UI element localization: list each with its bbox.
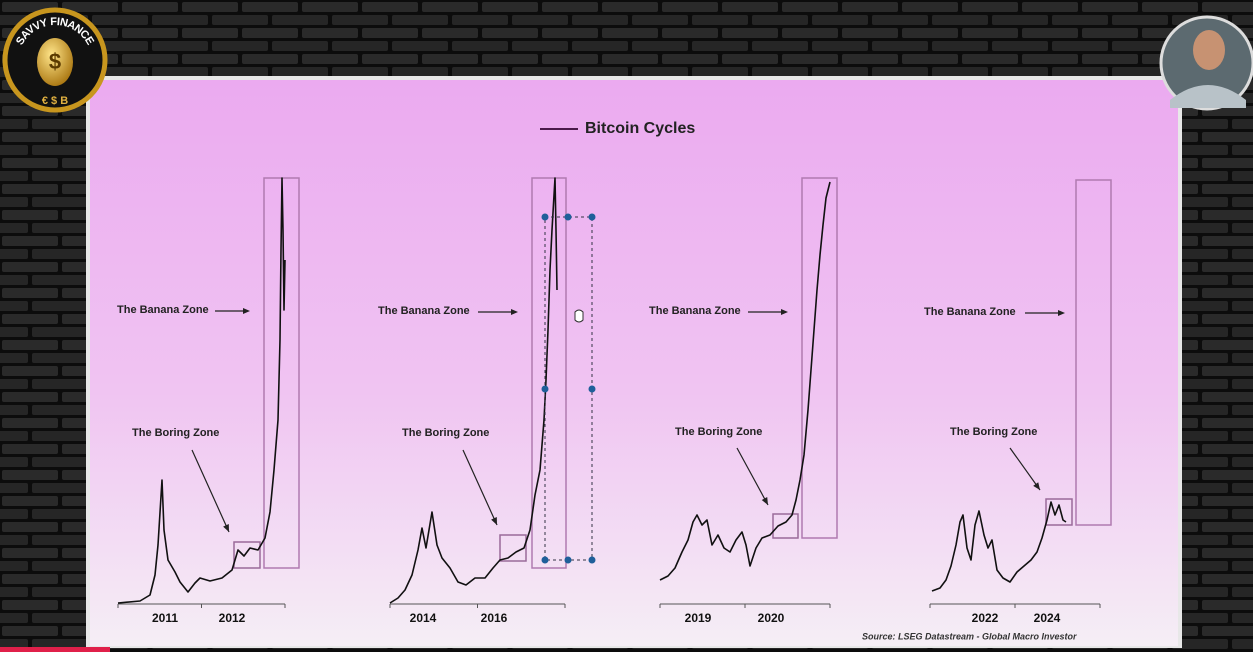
banana-zone-label: The Banana Zone (378, 305, 470, 317)
banana-zone-label: The Banana Zone (924, 306, 1016, 318)
panels: The Banana Zone The Boring Zone 2011 2012 Th… (117, 177, 1112, 625)
logo-coin (37, 38, 73, 86)
logo-center: $ (49, 49, 61, 74)
x-tick-label: 2012 (219, 611, 246, 625)
boring-zone-box (1045, 498, 1073, 526)
x-tick-label: 2024 (1034, 611, 1061, 625)
boring-arrow (1009, 447, 1041, 491)
selection-handles (541, 213, 596, 564)
banana-zone-box (1075, 179, 1112, 526)
banana-arrowhead (1058, 310, 1065, 316)
banana-zone-label: The Banana Zone (117, 304, 209, 316)
x-tick-label: 2011 (152, 611, 178, 625)
selection (541, 213, 596, 564)
boring-arrowhead (491, 517, 497, 525)
price-line (117, 177, 286, 604)
logo-symbols: € $ B (42, 95, 68, 107)
avatar (1159, 15, 1253, 111)
boring-arrowhead (1033, 482, 1040, 490)
price-line (389, 177, 558, 604)
banana-zone-box (801, 177, 838, 539)
boring-zone-box (499, 534, 527, 562)
boring-zone-label: The Boring Zone (132, 427, 219, 439)
banana-arrowhead (781, 309, 788, 315)
logo: SAVVY FINANCE $ € $ B (2, 7, 108, 113)
boring-zone-box (233, 541, 261, 569)
boring-zone-label: The Boring Zone (402, 427, 489, 439)
cursor (574, 309, 584, 323)
legend-label: Bitcoin Cycles (585, 120, 695, 137)
boring-zone-box (772, 513, 799, 539)
source: Source: LSEG Datastream - Global Macro I… (862, 631, 1077, 641)
price-line (931, 501, 1067, 592)
x-tick-label: 2022 (972, 611, 999, 625)
banana-zone-label: The Banana Zone (649, 305, 741, 317)
boring-zone-label: The Boring Zone (675, 426, 762, 438)
boring-arrowhead (761, 497, 768, 505)
banana-arrowhead (511, 309, 518, 315)
boring-arrow (191, 449, 230, 533)
banana-zone-box (531, 177, 567, 569)
x-tick-label: 2019 (685, 611, 712, 625)
banana-arrowhead (243, 308, 250, 314)
price-line (659, 181, 831, 581)
boring-arrowhead (223, 524, 229, 532)
x-tick-label: 2016 (481, 611, 508, 625)
x-tick-label: 2020 (758, 611, 785, 625)
boring-arrow (462, 449, 498, 526)
boring-arrow (736, 447, 769, 506)
boring-zone-label: The Boring Zone (950, 426, 1037, 438)
progress-bar[interactable] (0, 647, 110, 652)
slide (90, 80, 1178, 646)
x-tick-label: 2014 (410, 611, 437, 625)
